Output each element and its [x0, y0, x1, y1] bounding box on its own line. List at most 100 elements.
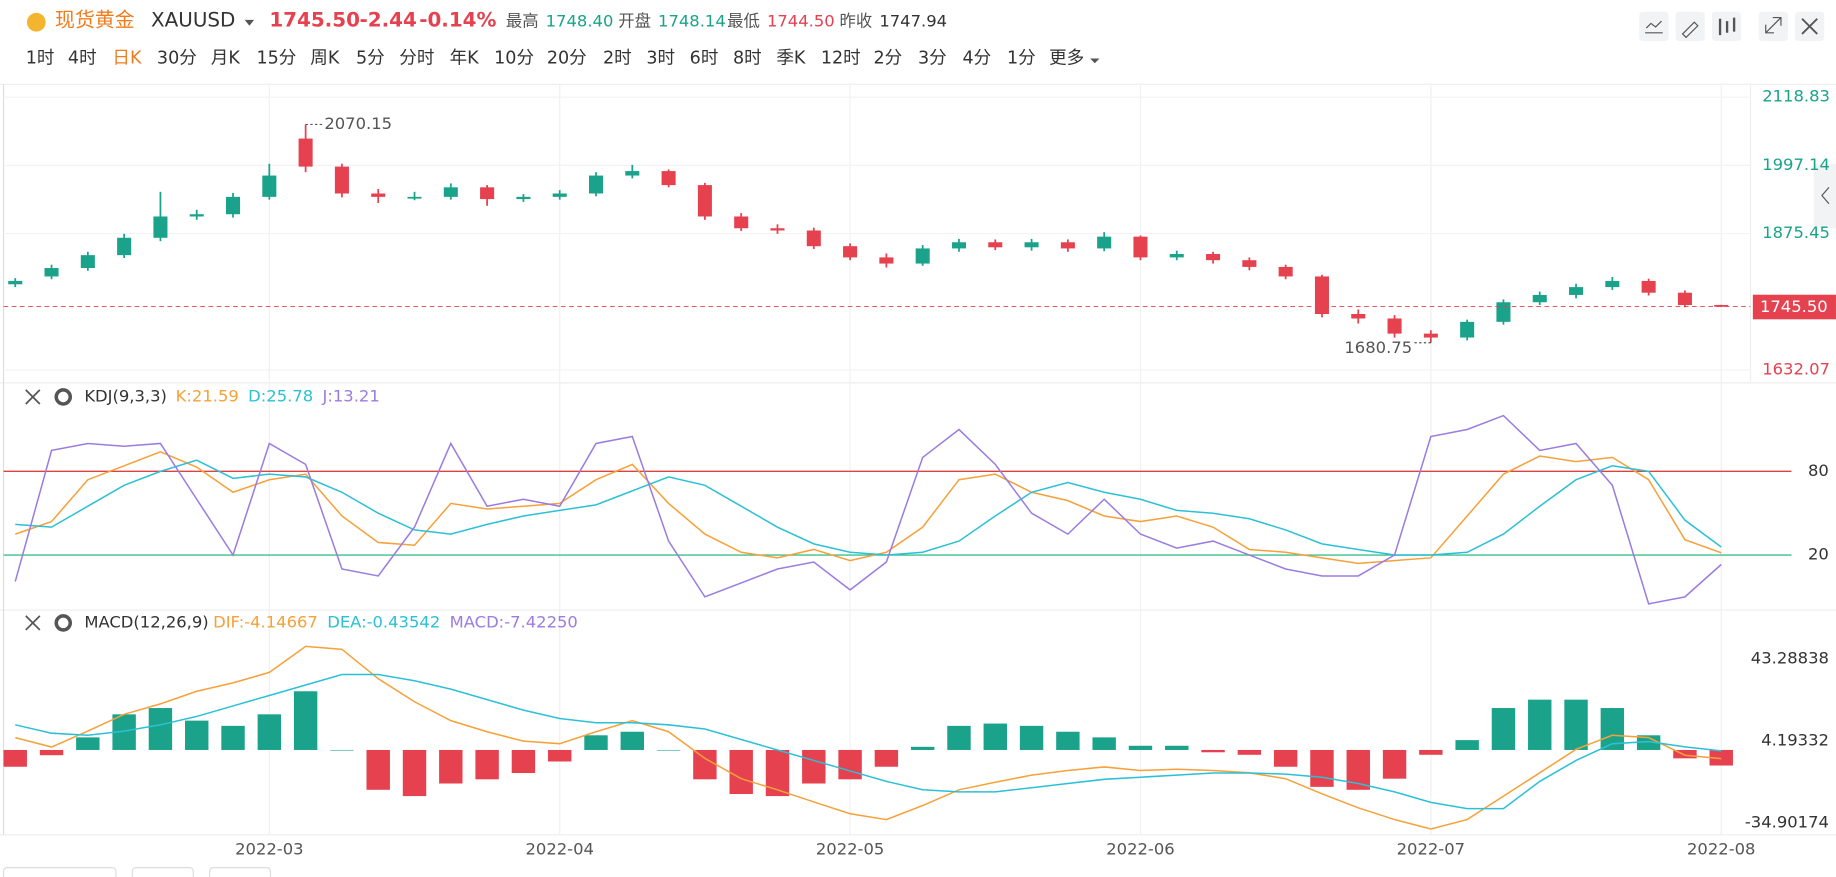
timeframe-tab[interactable]: 分时: [399, 49, 434, 69]
icon: [1801, 18, 1818, 35]
candle-body: [552, 193, 567, 197]
timeframe-tab[interactable]: 3分: [918, 49, 947, 69]
macd-bar: [1564, 699, 1588, 750]
candle-body: [44, 268, 59, 277]
timeframe-tab[interactable]: 周K: [310, 49, 340, 69]
stat-label: 最高: [506, 12, 539, 31]
icon: [1821, 186, 1830, 205]
candle-body: [480, 187, 495, 200]
timeframe-tab[interactable]: 15分: [256, 49, 296, 69]
timeframe-tab[interactable]: 3时: [646, 49, 675, 69]
candle-body: [1532, 294, 1547, 303]
macd-bar: [1673, 749, 1697, 759]
timeframe-tab[interactable]: 12时: [821, 49, 861, 69]
macd-bar: [148, 708, 173, 750]
low-annotation: 1680.75: [1344, 338, 1412, 357]
close-indicator[interactable]: [25, 389, 41, 405]
timeframe-tab[interactable]: 日K: [112, 49, 142, 69]
macd-bar: [1600, 708, 1625, 750]
candle-body: [1133, 236, 1148, 258]
macd-bar: [1382, 749, 1407, 779]
candle-body: [262, 175, 277, 197]
change-percent: -0.14%: [419, 9, 496, 32]
settings-icon[interactable]: [54, 614, 73, 632]
candle-body: [1423, 333, 1438, 338]
timeframe-tab[interactable]: 8时: [733, 49, 762, 69]
close-indicator[interactable]: [25, 615, 41, 631]
timeframe-tab[interactable]: 5分: [356, 49, 385, 69]
macd-bar: [402, 749, 427, 797]
timeframe-tab[interactable]: 月K: [211, 49, 241, 69]
toolbar: [1639, 11, 1825, 41]
timeframe-tab[interactable]: 更多: [1049, 49, 1084, 69]
timeframe-tab[interactable]: 季K: [776, 49, 806, 69]
indicator-line: [14, 451, 1722, 565]
stat-label: 最低: [727, 12, 760, 31]
x-tick-label: 2022-06: [1106, 840, 1174, 859]
timeframe-tab[interactable]: 1分: [1007, 49, 1036, 69]
timeframe-tab[interactable]: 年K: [450, 49, 480, 69]
tab[interactable]: [209, 867, 272, 877]
legend-entry: J:13.21: [322, 386, 380, 405]
macd-bar: [1128, 745, 1153, 750]
settings-icon[interactable]: [54, 388, 73, 406]
x-tick-label: 2022-07: [1397, 840, 1465, 859]
timeframe-tab[interactable]: 4分: [962, 49, 991, 69]
macd-bar: [1346, 749, 1370, 790]
dropdown-arrow[interactable]: [244, 19, 255, 26]
macd-bar: [1273, 749, 1298, 767]
candle-body: [1206, 254, 1221, 261]
macd-bar: [112, 714, 136, 750]
candle-body: [1242, 260, 1257, 267]
dropdown-arrow[interactable]: [1090, 58, 1100, 64]
macd-bar: [874, 749, 899, 767]
candle-body: [1314, 276, 1329, 315]
stat-label: 昨收: [840, 12, 873, 31]
macd-bar: [1201, 749, 1225, 753]
macd-bar: [1636, 735, 1661, 750]
candle-body: [80, 255, 95, 269]
side-panel-toggle[interactable]: [1813, 163, 1836, 229]
candle-body: [1387, 318, 1402, 334]
timeframe-tab[interactable]: 20分: [547, 49, 587, 69]
tab[interactable]: [131, 867, 194, 877]
timeframe-tab[interactable]: 2分: [874, 49, 903, 69]
y-tick-label: 1875.45: [1762, 223, 1830, 242]
candle-body: [843, 246, 858, 258]
legend-entry: DEA:-0.43542: [327, 612, 440, 631]
macd-bar: [547, 749, 572, 762]
candle-body: [1097, 236, 1112, 249]
macd-bar: [257, 714, 282, 750]
indicator-line: [14, 414, 1722, 605]
legend-entry: D:25.78: [248, 386, 313, 405]
price: 1745.50: [269, 9, 360, 32]
symbol-code[interactable]: XAUUSD: [151, 9, 235, 32]
timeframe-tab[interactable]: 2时: [603, 49, 632, 69]
candle-body: [1677, 292, 1692, 306]
indicator-title: KDJ(9,3,3): [84, 386, 167, 405]
timeframe-tab[interactable]: 6时: [690, 49, 719, 69]
change: -2.44: [359, 9, 416, 32]
candle-body: [661, 171, 676, 186]
candle-body: [915, 248, 930, 264]
candle-body: [8, 280, 23, 285]
macd-bar: [1310, 749, 1334, 787]
stat-value: 1748.14: [658, 12, 726, 31]
timeframe-tab[interactable]: 10分: [494, 49, 534, 69]
candle-body: [117, 237, 132, 256]
indicator-line: [15, 645, 1722, 830]
legend-entry: DIF:-4.14667: [213, 612, 318, 631]
timeframe-tab[interactable]: 1时: [26, 49, 55, 69]
macd-bar: [910, 746, 935, 750]
candle-body: [298, 138, 313, 167]
macd-bar: [947, 725, 971, 750]
macd-bar: [1709, 749, 1733, 766]
timeframe-tab[interactable]: 30分: [157, 49, 197, 69]
fullscreen-button[interactable]: [1758, 11, 1788, 41]
timeframe-tab[interactable]: 4时: [68, 49, 97, 69]
icon: [1718, 17, 1736, 36]
macd-bar: [729, 749, 753, 794]
tab[interactable]: [2, 867, 117, 877]
stat-value: 1748.40: [546, 12, 614, 31]
stat-value: 1747.94: [879, 12, 947, 31]
